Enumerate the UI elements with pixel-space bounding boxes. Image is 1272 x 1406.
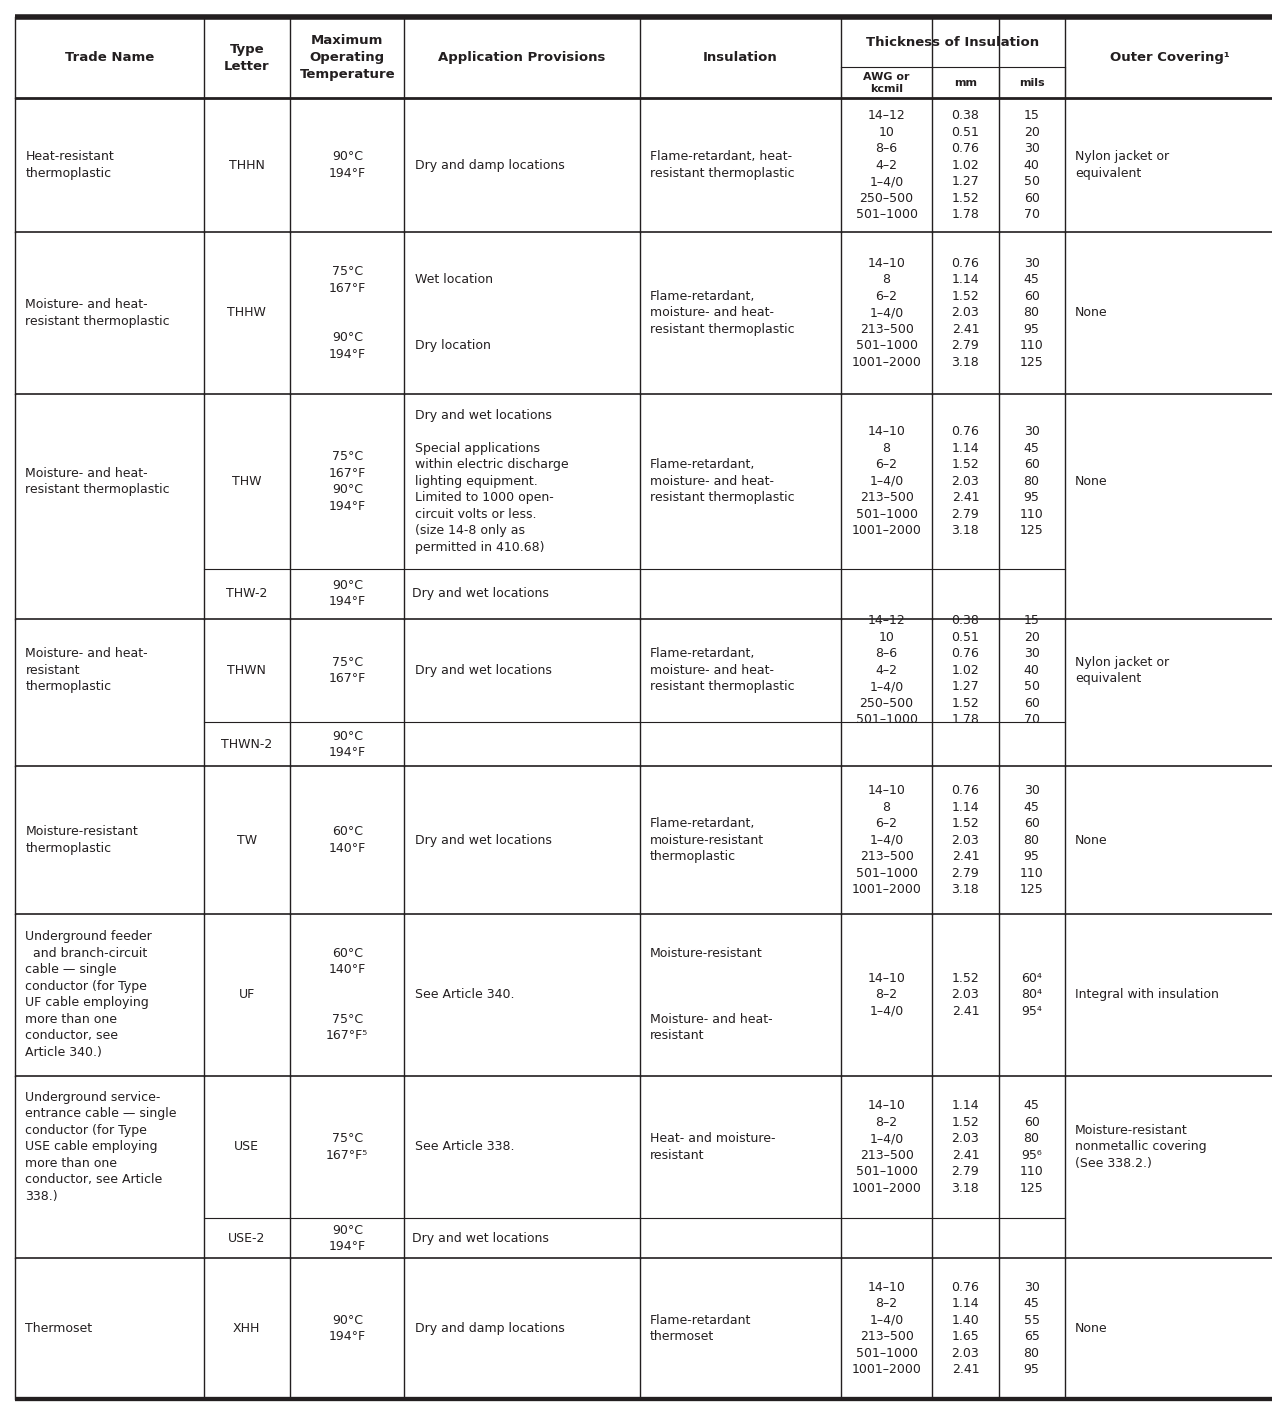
Text: USE: USE: [234, 1140, 259, 1153]
Text: 0.76
1.14
1.52
2.03
2.41
2.79
3.18: 0.76 1.14 1.52 2.03 2.41 2.79 3.18: [951, 257, 979, 368]
Text: 15
20
30
40
50
60
70: 15 20 30 40 50 60 70: [1024, 614, 1039, 727]
Text: 90°C
194°F: 90°C 194°F: [328, 1315, 366, 1343]
Text: Trade Name: Trade Name: [65, 51, 154, 65]
Text: 14–12
10
8–6
4–2
1–4/0
250–500
501–1000: 14–12 10 8–6 4–2 1–4/0 250–500 501–1000: [856, 110, 917, 221]
Text: 30
45
55
65
80
95: 30 45 55 65 80 95: [1024, 1281, 1039, 1376]
Text: 60°C
140°F: 60°C 140°F: [328, 825, 366, 855]
Text: 0.76
1.14
1.52
2.03
2.41
2.79
3.18: 0.76 1.14 1.52 2.03 2.41 2.79 3.18: [951, 785, 979, 896]
Text: 90°C
194°F: 90°C 194°F: [328, 1223, 366, 1253]
Text: Outer Covering¹: Outer Covering¹: [1109, 51, 1230, 65]
Text: Moisture- and heat-
resistant thermoplastic: Moisture- and heat- resistant thermoplas…: [25, 467, 170, 496]
Text: AWG or
kcmil: AWG or kcmil: [864, 72, 909, 94]
Text: 14–12
10
8–6
4–2
1–4/0
250–500
501–1000: 14–12 10 8–6 4–2 1–4/0 250–500 501–1000: [856, 614, 917, 727]
Text: Dry and damp locations: Dry and damp locations: [415, 159, 565, 172]
Text: Thermoset: Thermoset: [25, 1322, 93, 1336]
Text: 14–10
8
6–2
1–4/0
213–500
501–1000
1001–2000: 14–10 8 6–2 1–4/0 213–500 501–1000 1001–…: [852, 257, 921, 368]
Text: Thickness of Insulation: Thickness of Insulation: [866, 35, 1039, 49]
Text: USE-2: USE-2: [228, 1232, 266, 1244]
Text: THW: THW: [232, 475, 262, 488]
Text: 90°C
194°F: 90°C 194°F: [328, 579, 366, 609]
Text: Dry and wet locations: Dry and wet locations: [415, 664, 552, 676]
Text: 30
45
60
80
95
110
125: 30 45 60 80 95 110 125: [1020, 785, 1043, 896]
Text: 75°C
167°F: 75°C 167°F: [328, 655, 366, 685]
Text: 14–10
8–2
1–4/0
213–500
501–1000
1001–2000: 14–10 8–2 1–4/0 213–500 501–1000 1001–20…: [852, 1099, 921, 1195]
Text: See Article 340.: See Article 340.: [415, 988, 514, 1001]
Text: Dry and wet locations: Dry and wet locations: [415, 834, 552, 846]
Text: 0.76
1.14
1.52
2.03
2.41
2.79
3.18: 0.76 1.14 1.52 2.03 2.41 2.79 3.18: [951, 426, 979, 537]
Text: Moisture-resistant
thermoplastic: Moisture-resistant thermoplastic: [25, 825, 139, 855]
Text: 0.76
1.14
1.40
1.65
2.03
2.41: 0.76 1.14 1.40 1.65 2.03 2.41: [951, 1281, 979, 1376]
Text: 0.38
0.51
0.76
1.02
1.27
1.52
1.78: 0.38 0.51 0.76 1.02 1.27 1.52 1.78: [951, 110, 979, 221]
Text: 14–10
8
6–2
1–4/0
213–500
501–1000
1001–2000: 14–10 8 6–2 1–4/0 213–500 501–1000 1001–…: [852, 426, 921, 537]
Text: Dry and wet locations: Dry and wet locations: [412, 1232, 550, 1244]
Text: Nylon jacket or
equivalent: Nylon jacket or equivalent: [1075, 150, 1169, 180]
Text: XHH: XHH: [233, 1322, 261, 1336]
Text: 75°C
167°F⁵: 75°C 167°F⁵: [326, 1132, 369, 1161]
Text: Flame-retardant, heat-
resistant thermoplastic: Flame-retardant, heat- resistant thermop…: [650, 150, 795, 180]
Text: Flame-retardant,
moisture- and heat-
resistant thermoplastic: Flame-retardant, moisture- and heat- res…: [650, 290, 795, 336]
Text: Flame-retardant
thermoset: Flame-retardant thermoset: [650, 1315, 752, 1343]
Text: Integral with insulation: Integral with insulation: [1075, 988, 1219, 1001]
Text: 14–10
8
6–2
1–4/0
213–500
501–1000
1001–2000: 14–10 8 6–2 1–4/0 213–500 501–1000 1001–…: [852, 785, 921, 896]
Text: None: None: [1075, 1322, 1108, 1336]
Text: Application Provisions: Application Provisions: [439, 51, 605, 65]
Text: Flame-retardant,
moisture- and heat-
resistant thermoplastic: Flame-retardant, moisture- and heat- res…: [650, 647, 795, 693]
Text: 75°C
167°F


90°C
194°F: 75°C 167°F 90°C 194°F: [328, 266, 366, 360]
Text: 30
45
60
80
95
110
125: 30 45 60 80 95 110 125: [1020, 426, 1043, 537]
Text: 30
45
60
80
95
110
125: 30 45 60 80 95 110 125: [1020, 257, 1043, 368]
Text: Flame-retardant,
moisture- and heat-
resistant thermoplastic: Flame-retardant, moisture- and heat- res…: [650, 458, 795, 505]
Text: See Article 338.: See Article 338.: [415, 1140, 514, 1153]
Text: 45
60
80
95⁶
110
125: 45 60 80 95⁶ 110 125: [1020, 1099, 1043, 1195]
Text: Moisture- and heat-
resistant
thermoplastic: Moisture- and heat- resistant thermoplas…: [25, 647, 148, 693]
Text: THHN: THHN: [229, 159, 265, 172]
Text: THHW: THHW: [228, 307, 266, 319]
Text: 75°C
167°F
90°C
194°F: 75°C 167°F 90°C 194°F: [328, 450, 366, 513]
Text: Heat-resistant
thermoplastic: Heat-resistant thermoplastic: [25, 150, 114, 180]
Text: 14–10
8–2
1–4/0
213–500
501–1000
1001–2000: 14–10 8–2 1–4/0 213–500 501–1000 1001–20…: [852, 1281, 921, 1376]
Text: Wet location



Dry location: Wet location Dry location: [415, 273, 492, 353]
Text: 90°C
194°F: 90°C 194°F: [328, 150, 366, 180]
Text: 1.52
2.03
2.41: 1.52 2.03 2.41: [951, 972, 979, 1018]
Text: THWN: THWN: [228, 664, 266, 676]
Text: Moisture- and heat-
resistant thermoplastic: Moisture- and heat- resistant thermoplas…: [25, 298, 170, 328]
Text: Flame-retardant,
moisture-resistant
thermoplastic: Flame-retardant, moisture-resistant ther…: [650, 817, 764, 863]
Text: Maximum
Operating
Temperature: Maximum Operating Temperature: [299, 34, 396, 82]
Text: Type
Letter: Type Letter: [224, 42, 270, 73]
Text: Moisture-resistant



Moisture- and heat-
resistant: Moisture-resistant Moisture- and heat- r…: [650, 948, 772, 1042]
Text: Moisture-resistant
nonmetallic covering
(See 338.2.): Moisture-resistant nonmetallic covering …: [1075, 1123, 1206, 1170]
Text: Dry and wet locations: Dry and wet locations: [412, 588, 550, 600]
Text: UF: UF: [239, 988, 254, 1001]
Text: None: None: [1075, 834, 1108, 846]
Text: Dry and wet locations

Special applications
within electric discharge
lighting e: Dry and wet locations Special applicatio…: [415, 409, 569, 554]
Text: 15
20
30
40
50
60
70: 15 20 30 40 50 60 70: [1024, 110, 1039, 221]
Text: mils: mils: [1019, 77, 1044, 89]
Text: THWN-2: THWN-2: [221, 738, 272, 751]
Text: 0.38
0.51
0.76
1.02
1.27
1.52
1.78: 0.38 0.51 0.76 1.02 1.27 1.52 1.78: [951, 614, 979, 727]
Text: 14–10
8–2
1–4/0: 14–10 8–2 1–4/0: [868, 972, 906, 1018]
Text: THW-2: THW-2: [226, 588, 267, 600]
Text: Underground feeder
  and branch-circuit
cable — single
conductor (for Type
UF ca: Underground feeder and branch-circuit ca…: [25, 931, 153, 1059]
Text: Underground service-
entrance cable — single
conductor (for Type
USE cable emplo: Underground service- entrance cable — si…: [25, 1091, 177, 1204]
Text: Dry and damp locations: Dry and damp locations: [415, 1322, 565, 1336]
Text: mm: mm: [954, 77, 977, 89]
Text: 60°C
140°F


75°C
167°F⁵: 60°C 140°F 75°C 167°F⁵: [326, 948, 369, 1042]
Text: TW: TW: [237, 834, 257, 846]
Text: 60⁴
80⁴
95⁴: 60⁴ 80⁴ 95⁴: [1021, 972, 1042, 1018]
Text: Nylon jacket or
equivalent: Nylon jacket or equivalent: [1075, 655, 1169, 685]
Text: Heat- and moisture-
resistant: Heat- and moisture- resistant: [650, 1132, 776, 1161]
Text: None: None: [1075, 475, 1108, 488]
Text: None: None: [1075, 307, 1108, 319]
Text: Insulation: Insulation: [703, 51, 777, 65]
Text: 1.14
1.52
2.03
2.41
2.79
3.18: 1.14 1.52 2.03 2.41 2.79 3.18: [951, 1099, 979, 1195]
Text: 90°C
194°F: 90°C 194°F: [328, 730, 366, 759]
